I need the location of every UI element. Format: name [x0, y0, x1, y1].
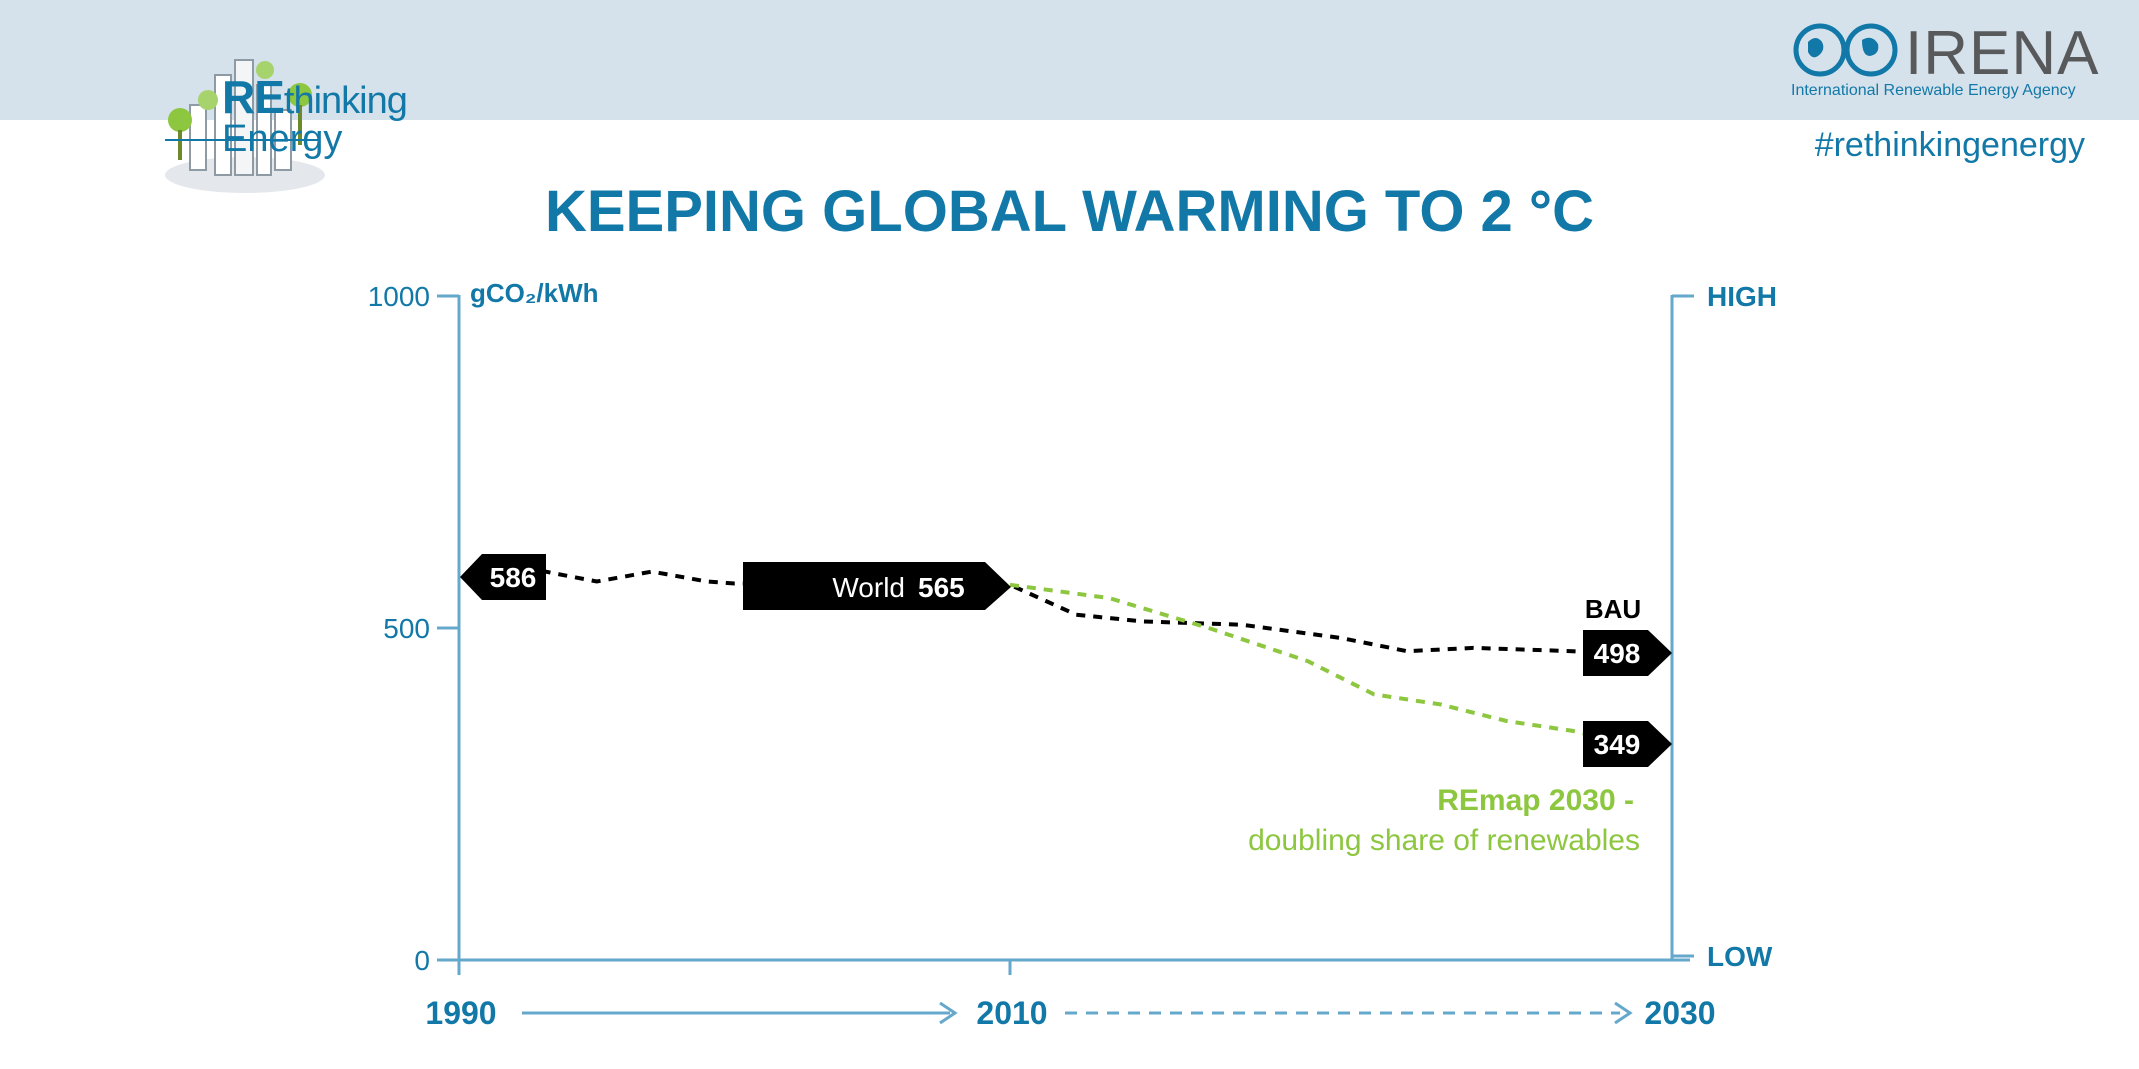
irena-full-name: International Renewable Energy Agency	[1791, 82, 2076, 99]
right-axis-high-label: HIGH	[1707, 281, 1777, 312]
brand-rethinking: REthinking	[222, 70, 408, 124]
city-logo-icon	[165, 59, 325, 193]
brand-re: RE	[222, 71, 285, 123]
bau-series-line	[541, 568, 1639, 656]
y-tick-label-1000: 1000	[368, 281, 430, 312]
tag-586	[460, 554, 546, 600]
brand-thinking: thinking	[283, 80, 408, 122]
header-band	[0, 0, 2139, 120]
bau-label: BAU	[1585, 594, 1641, 624]
y-tick-label-500: 500	[383, 613, 430, 644]
x-tick-label-2030: 2030	[1644, 995, 1715, 1031]
remap-label-line1: REmap 2030 -	[1437, 784, 1634, 817]
remap-label-line2: doubling share of renewables	[1248, 824, 1640, 857]
chart-title: KEEPING GLOBAL WARMING TO 2 °C	[544, 179, 1594, 244]
x-tick-label-1990: 1990	[425, 995, 496, 1031]
brand-energy: Energy	[222, 118, 343, 160]
timeline-arrowhead-solid	[939, 1001, 958, 1025]
tag-498	[1583, 630, 1672, 676]
timeline-arrowhead-dashed	[1614, 1001, 1633, 1025]
y-tick-label-0: 0	[414, 945, 430, 976]
tag-349	[1583, 721, 1672, 767]
irena-name: IRENA	[1905, 19, 2100, 88]
tag-world	[743, 562, 1011, 610]
remap-series-line	[1009, 582, 1640, 749]
tag-586-value: 586	[490, 562, 537, 593]
x-tick-label-2010: 2010	[976, 995, 1047, 1031]
tag-world-value: 565	[918, 572, 965, 603]
tag-349-value: 349	[1594, 729, 1641, 760]
y-axis-label: gCO₂/kWh	[470, 278, 599, 308]
globe-infinity-icon	[1793, 23, 1898, 77]
tag-498-value: 498	[1594, 638, 1641, 669]
hashtag[interactable]: #rethinkingenergy	[1814, 126, 2085, 164]
tag-world-label: World	[832, 572, 905, 603]
right-axis-low-label: LOW	[1707, 941, 1773, 972]
